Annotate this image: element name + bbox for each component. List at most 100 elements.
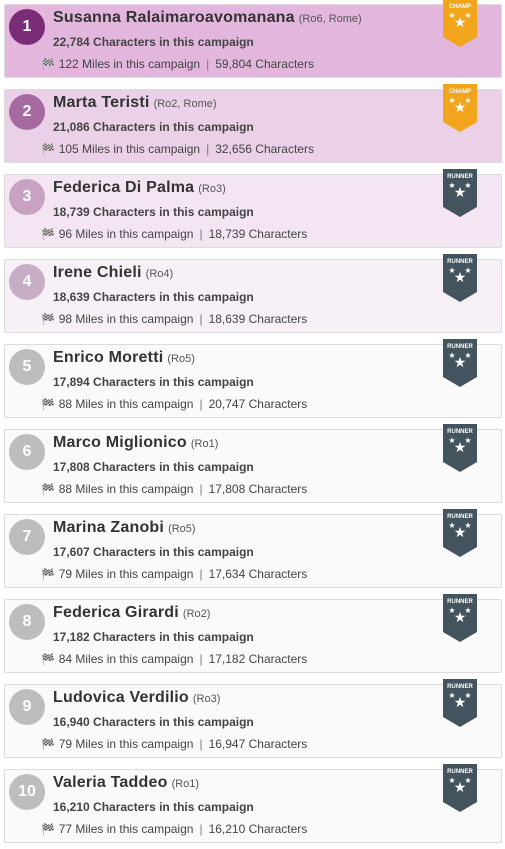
ribbon-badge-icon: RUNNER ★ ★ ★	[443, 764, 477, 812]
checkered-flag-icon: 🏁	[41, 399, 55, 411]
ribbon-badge-icon: RUNNER ★ ★ ★	[443, 679, 477, 727]
badge-label: RUNNER	[447, 514, 473, 520]
svg-text:★: ★	[454, 184, 467, 200]
rank-circle: 4	[9, 264, 45, 300]
checkered-flag-icon: 🏁	[41, 59, 55, 71]
ribbon-badge-icon: RUNNER ★ ★ ★	[443, 169, 477, 217]
participant-name[interactable]: Marina Zanobi	[53, 519, 165, 536]
svg-text:★: ★	[464, 606, 471, 615]
svg-text:★: ★	[454, 354, 467, 370]
svg-text:★: ★	[454, 14, 467, 30]
total-characters: 16,210 Characters	[208, 822, 308, 836]
svg-text:★: ★	[454, 439, 467, 455]
divider: |	[199, 822, 203, 836]
svg-text:★: ★	[448, 351, 455, 360]
badge-label: RUNNER	[447, 259, 473, 265]
campaign-characters: 18,739 Characters in this campaign	[53, 205, 254, 219]
svg-text:★: ★	[454, 269, 467, 285]
total-characters: 20,747 Characters	[208, 397, 308, 411]
rank-circle: 7	[9, 519, 45, 555]
divider: |	[199, 482, 203, 496]
leaderboard-row[interactable]: 8 Federica Girardi (Ro2) 17,182 Character…	[4, 594, 502, 673]
participant-region: (Ro1)	[171, 778, 200, 790]
leaderboard-row[interactable]: 4 Irene Chieli (Ro4) 18,639 Characters in…	[4, 254, 502, 333]
divider: |	[199, 652, 203, 666]
svg-text:★: ★	[454, 694, 467, 710]
campaign-miles: 122 Miles in this campaign	[58, 57, 201, 71]
svg-text:★: ★	[464, 266, 471, 275]
participant-region: (Ro5)	[167, 353, 195, 365]
participant-name[interactable]: Ludovica Verdilio	[53, 689, 189, 706]
svg-text:★: ★	[448, 181, 455, 190]
participant-region: (Ro4)	[145, 268, 174, 280]
rank-circle: 5	[9, 349, 45, 385]
participant-region: (Ro1)	[190, 438, 219, 450]
participant-name[interactable]: Federica Girardi	[53, 604, 179, 621]
svg-text:★: ★	[464, 96, 471, 105]
rank-circle: 1	[9, 9, 45, 45]
campaign-characters: 21,086 Characters in this campaign	[53, 120, 254, 134]
badge-label: RUNNER	[447, 344, 473, 350]
svg-text:★: ★	[448, 521, 455, 530]
svg-text:★: ★	[448, 606, 455, 615]
leaderboard-row[interactable]: 6 Marco Miglionico (Ro1) 17,808 Character…	[4, 424, 502, 503]
svg-text:★: ★	[448, 436, 455, 445]
campaign-miles: 77 Miles in this campaign	[58, 822, 194, 836]
svg-text:★: ★	[464, 181, 471, 190]
total-characters: 18,639 Characters	[208, 312, 308, 326]
checkered-flag-icon: 🏁	[41, 144, 55, 156]
leaderboard-row[interactable]: 10 Valeria Taddeo (Ro1) 16,210 Characters…	[4, 764, 502, 843]
campaign-miles: 79 Miles in this campaign	[58, 567, 194, 581]
participant-name[interactable]: Federica Di Palma	[53, 179, 195, 196]
leaderboard-row[interactable]: 2 Marta Teristi (Ro2, Rome) 21,086 Charac…	[4, 84, 502, 163]
total-characters: 17,182 Characters	[208, 652, 308, 666]
campaign-characters: 17,894 Characters in this campaign	[53, 375, 254, 389]
total-characters: 32,656 Characters	[215, 142, 314, 156]
participant-name[interactable]: Valeria Taddeo	[53, 774, 168, 791]
svg-text:★: ★	[464, 351, 471, 360]
svg-text:★: ★	[454, 609, 467, 625]
badge-label: RUNNER	[447, 769, 473, 775]
campaign-characters: 17,607 Characters in this campaign	[53, 545, 254, 559]
campaign-characters: 17,182 Characters in this campaign	[53, 630, 254, 644]
ribbon-badge-icon: RUNNER ★ ★ ★	[443, 424, 477, 472]
total-characters: 59,804 Characters	[215, 57, 314, 71]
participant-region: (Ro2, Rome)	[153, 98, 217, 110]
divider: |	[206, 57, 210, 71]
campaign-characters: 17,808 Characters in this campaign	[53, 460, 254, 474]
leaderboard-row[interactable]: 5 Enrico Moretti (Ro5) 17,894 Characters …	[4, 339, 502, 418]
participant-name[interactable]: Enrico Moretti	[53, 349, 164, 366]
participant-name[interactable]: Irene Chieli	[53, 264, 142, 281]
badge-label: CHAMP	[449, 89, 471, 95]
leaderboard-row[interactable]: 1 Susanna Ralaimaroavomanana (Ro6, Rome) …	[4, 0, 502, 78]
badge-label: RUNNER	[447, 174, 473, 180]
participant-name[interactable]: Marco Miglionico	[53, 434, 187, 451]
leaderboard-row[interactable]: 3 Federica Di Palma (Ro3) 18,739 Characte…	[4, 169, 502, 248]
participant-region: (Ro3)	[192, 693, 221, 705]
participant-name[interactable]: Susanna Ralaimaroavomanana	[53, 9, 295, 26]
svg-text:★: ★	[448, 11, 455, 20]
participant-region: (Ro2)	[182, 608, 211, 620]
campaign-miles: 88 Miles in this campaign	[58, 397, 194, 411]
campaign-characters: 16,940 Characters in this campaign	[53, 715, 254, 729]
rank-circle: 8	[9, 604, 45, 640]
divider: |	[199, 737, 203, 751]
svg-text:★: ★	[464, 521, 471, 530]
svg-text:★: ★	[448, 266, 455, 275]
leaderboard-row[interactable]: 7 Marina Zanobi (Ro5) 17,607 Characters i…	[4, 509, 502, 588]
campaign-miles: 84 Miles in this campaign	[58, 652, 194, 666]
divider: |	[199, 312, 203, 326]
svg-text:★: ★	[448, 776, 455, 785]
ribbon-badge-icon: RUNNER ★ ★ ★	[443, 254, 477, 302]
rank-circle: 3	[9, 179, 45, 215]
badge-label: RUNNER	[447, 429, 473, 435]
campaign-miles: 96 Miles in this campaign	[58, 227, 194, 241]
checkered-flag-icon: 🏁	[41, 569, 55, 581]
leaderboard-row[interactable]: 9 Ludovica Verdilio (Ro3) 16,940 Characte…	[4, 679, 502, 758]
ribbon-badge-icon: RUNNER ★ ★ ★	[443, 339, 477, 387]
svg-text:★: ★	[464, 691, 471, 700]
participant-name[interactable]: Marta Teristi	[53, 94, 150, 111]
rank-circle: 6	[9, 434, 45, 470]
campaign-miles: 98 Miles in this campaign	[58, 312, 194, 326]
